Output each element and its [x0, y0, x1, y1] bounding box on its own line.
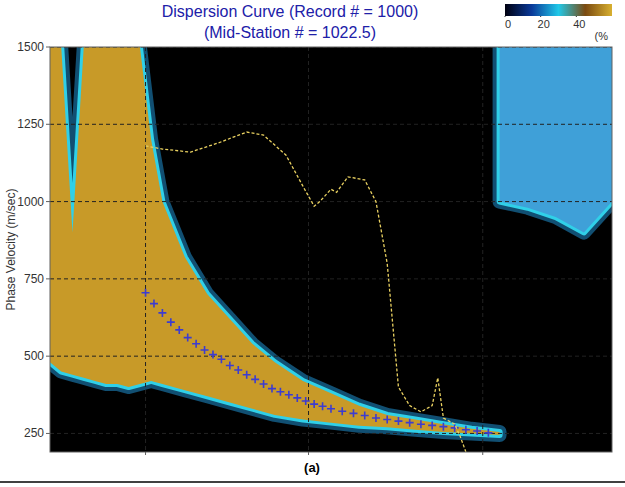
band-halo	[500, 47, 612, 232]
picked-point	[142, 289, 150, 297]
tick-x	[145, 452, 146, 455]
colorbar-label: (%	[595, 30, 609, 42]
bottom-rule	[0, 481, 625, 483]
picked-point	[175, 326, 183, 334]
subtitle: (Mid-Station # = 1022.5)	[204, 24, 376, 41]
picked-point	[349, 409, 357, 417]
picked-point	[293, 394, 301, 402]
picked-point	[394, 417, 402, 425]
colorbar-tick	[540, 16, 541, 17]
picked-point	[451, 424, 459, 432]
grid-line-y	[50, 433, 612, 434]
energy-band	[500, 47, 612, 232]
tick-y	[46, 433, 50, 434]
picked-point	[192, 340, 200, 348]
picked-point	[226, 361, 234, 369]
tick-y	[46, 356, 50, 357]
tick-y	[46, 124, 50, 125]
colorbar-tick-label: 0	[505, 18, 511, 30]
picked-point	[327, 405, 335, 413]
tick-y	[46, 278, 50, 279]
tick-label-y: 1250	[17, 117, 44, 131]
dashed-curve	[146, 132, 466, 452]
caption: (a)	[304, 460, 320, 475]
colorbar-tick-label: 40	[573, 18, 585, 30]
picked-point	[209, 351, 217, 359]
colorbar	[505, 4, 612, 16]
picked-point	[484, 429, 492, 437]
picked-point	[417, 420, 425, 428]
picked-point	[217, 355, 225, 363]
band-edge	[50, 47, 500, 435]
tick-label-y: 750	[24, 272, 44, 286]
picked-point	[184, 334, 192, 342]
picked-point	[302, 397, 310, 405]
plot-area	[50, 47, 612, 452]
picked-point	[319, 402, 327, 410]
picked-point	[462, 426, 470, 434]
picked-point	[251, 375, 259, 383]
picked-point	[428, 421, 436, 429]
picked-point	[167, 318, 175, 326]
picked-point	[276, 388, 284, 396]
picked-point	[201, 346, 209, 354]
band-halo	[50, 47, 500, 435]
picked-point	[150, 300, 158, 308]
picked-point	[243, 371, 251, 379]
tick-y	[46, 201, 50, 202]
band-edge	[500, 47, 612, 232]
colorbar-tick	[505, 16, 506, 17]
tick-x	[308, 452, 309, 455]
picked-point	[260, 380, 268, 388]
colorbar-tick	[576, 16, 577, 17]
tick-x	[482, 452, 483, 455]
picked-point	[383, 416, 391, 424]
grid-line-y	[50, 124, 612, 125]
title: Dispersion Curve (Record # = 1000)	[162, 3, 419, 20]
grid-line-y	[50, 278, 612, 279]
plot-background	[50, 47, 612, 452]
tick-label-y: 500	[24, 349, 44, 363]
picked-point	[268, 385, 276, 393]
plot-frame	[50, 47, 612, 452]
tick-label-y: 1500	[17, 40, 44, 54]
picked-point	[372, 414, 380, 422]
grid-line-y	[50, 356, 612, 357]
picked-point	[234, 366, 242, 374]
picked-point	[285, 391, 293, 399]
energy-band	[50, 47, 500, 435]
y-axis-title: Phase Velocity (m/sec)	[4, 188, 18, 310]
grid-line-x	[482, 47, 483, 452]
grid-line-x	[145, 47, 146, 452]
picked-point	[439, 423, 447, 431]
picked-point	[473, 427, 481, 435]
tick-label-y: 250	[24, 426, 44, 440]
colorbar-tick-label: 20	[538, 18, 550, 30]
picked-point	[406, 419, 414, 427]
picked-point	[338, 407, 346, 415]
tick-y	[46, 47, 50, 48]
grid-line-x	[308, 47, 309, 452]
picked-point	[158, 309, 166, 317]
picked-point	[310, 400, 318, 408]
picked-point	[361, 412, 369, 420]
tick-label-y: 1000	[17, 195, 44, 209]
grid-line-y	[50, 201, 612, 202]
chart: 250 500 750 1000 1250 1500 Phase Velocity (m/s…	[0, 0, 625, 487]
